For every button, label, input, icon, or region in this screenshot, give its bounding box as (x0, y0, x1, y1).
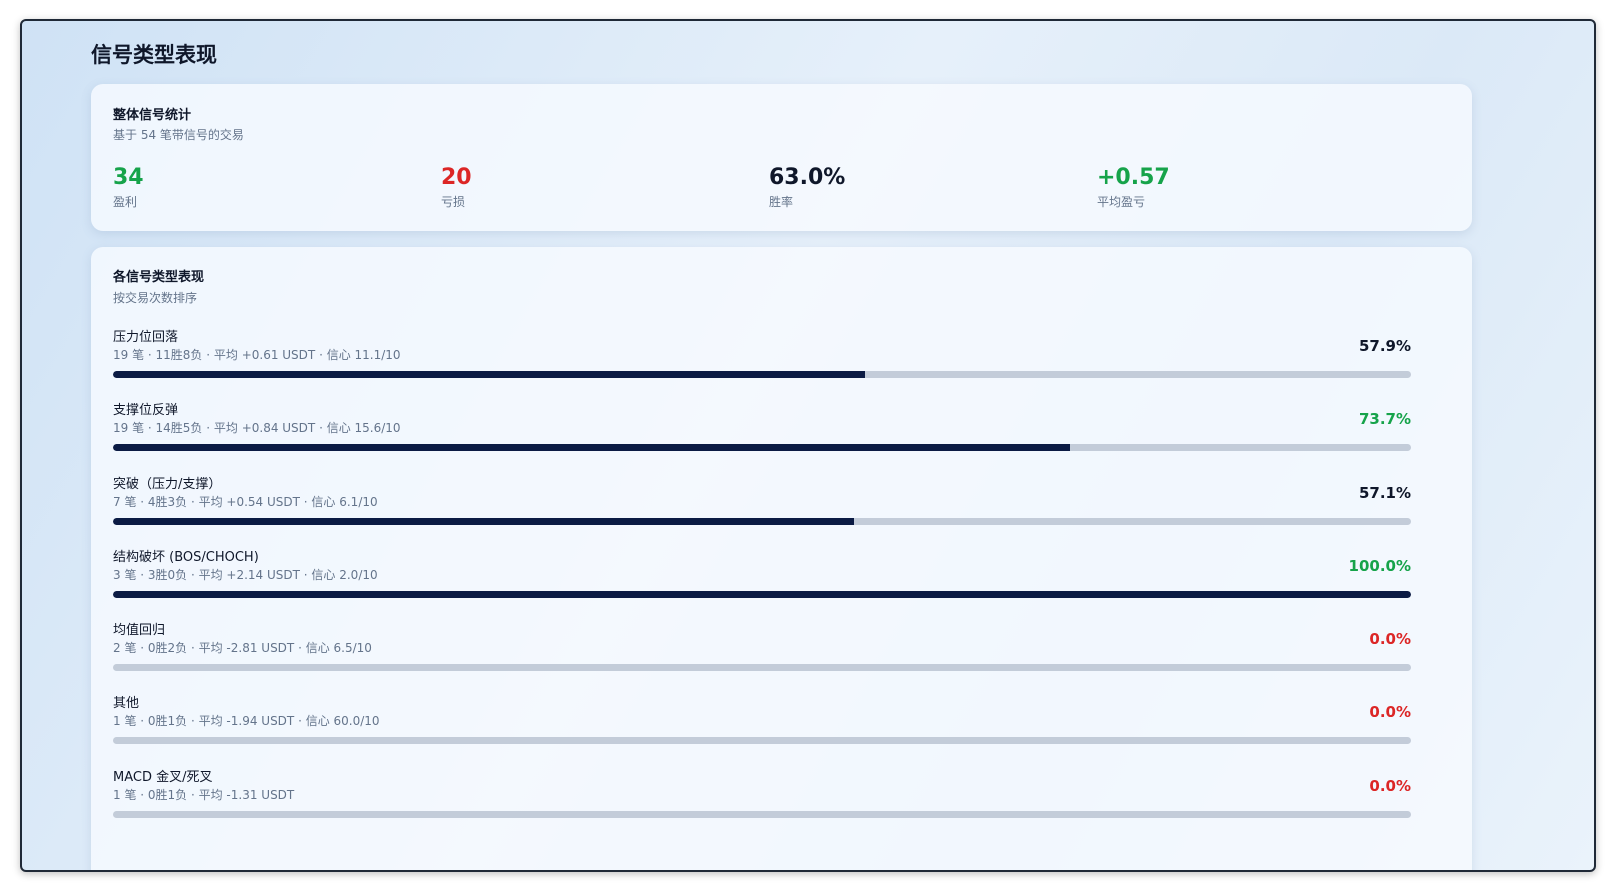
signal-type-row: 压力位回落 19 笔 · 11胜8负 · 平均 +0.61 USDT · 信心 … (113, 329, 1411, 402)
signal-types-subtitle: 按交易次数排序 (113, 289, 197, 306)
signal-type-row: 均值回归 2 笔 · 0胜2负 · 平均 -2.81 USDT · 信心 6.5… (113, 622, 1411, 695)
win-rate-bar (113, 371, 1411, 378)
signal-type-name: 压力位回落 (113, 329, 178, 347)
signal-type-list: 压力位回落 19 笔 · 11胜8负 · 平均 +0.61 USDT · 信心 … (113, 329, 1411, 842)
signal-type-meta: 19 笔 · 11胜8负 · 平均 +0.61 USDT · 信心 11.1/1… (113, 347, 401, 363)
signal-type-meta: 1 笔 · 0胜1负 · 平均 -1.94 USDT · 信心 60.0/10 (113, 713, 380, 729)
signal-type-row: 突破（压力/支撑） 7 笔 · 4胜3负 · 平均 +0.54 USDT · 信… (113, 476, 1411, 549)
signal-type-win-rate: 0.0% (1369, 703, 1411, 721)
page-title: 信号类型表现 (91, 39, 217, 69)
overall-stats-subtitle: 基于 54 笔带信号的交易 (113, 126, 244, 143)
signal-type-name: 均值回归 (113, 622, 165, 640)
stat-win-rate: 63.0% 胜率 (769, 164, 845, 210)
win-rate-bar (113, 591, 1411, 598)
signal-type-meta: 1 笔 · 0胜1负 · 平均 -1.31 USDT (113, 787, 294, 803)
win-rate-bar (113, 737, 1411, 744)
win-rate-bar-fill (113, 518, 854, 525)
signal-type-win-rate: 57.1% (1359, 484, 1411, 502)
stat-label: 盈利 (113, 193, 144, 210)
stat-losses: 20 亏损 (441, 164, 472, 210)
win-rate-bar (113, 518, 1411, 525)
signal-type-meta: 19 笔 · 14胜5负 · 平均 +0.84 USDT · 信心 15.6/1… (113, 420, 401, 436)
signal-type-name: 其他 (113, 695, 139, 713)
overall-stats-card: 整体信号统计 基于 54 笔带信号的交易 34 盈利 20 亏损 63.0% 胜… (91, 84, 1472, 231)
signal-type-row: 其他 1 笔 · 0胜1负 · 平均 -1.94 USDT · 信心 60.0/… (113, 695, 1411, 768)
signal-type-win-rate: 0.0% (1369, 630, 1411, 648)
signal-type-meta: 3 笔 · 3胜0负 · 平均 +2.14 USDT · 信心 2.0/10 (113, 567, 378, 583)
win-rate-bar (113, 664, 1411, 671)
stat-label: 平均盈亏 (1097, 193, 1170, 210)
signal-type-win-rate: 57.9% (1359, 337, 1411, 355)
stat-value: 34 (113, 164, 144, 192)
stat-label: 亏损 (441, 193, 472, 210)
signal-type-meta: 2 笔 · 0胜2负 · 平均 -2.81 USDT · 信心 6.5/10 (113, 640, 372, 656)
stat-value: +0.57 (1097, 164, 1170, 192)
signal-type-name: 突破（压力/支撑） (113, 476, 221, 494)
win-rate-bar-fill (113, 371, 865, 378)
win-rate-bar (113, 444, 1411, 451)
signal-type-win-rate: 73.7% (1359, 410, 1411, 428)
signal-type-row: MACD 金叉/死叉 1 笔 · 0胜1负 · 平均 -1.31 USDT 0.… (113, 769, 1411, 842)
win-rate-bar-fill (113, 591, 1411, 598)
signal-type-row: 支撑位反弹 19 笔 · 14胜5负 · 平均 +0.84 USDT · 信心 … (113, 402, 1411, 475)
signal-type-win-rate: 100.0% (1349, 557, 1411, 575)
stat-label: 胜率 (769, 193, 845, 210)
overall-stats-title: 整体信号统计 (113, 104, 191, 123)
signal-type-name: 支撑位反弹 (113, 402, 178, 420)
signal-type-name: 结构破坏 (BOS/CHOCH) (113, 549, 259, 567)
signal-type-meta: 7 笔 · 4胜3负 · 平均 +0.54 USDT · 信心 6.1/10 (113, 494, 378, 510)
win-rate-bar-fill (113, 444, 1070, 451)
signal-type-row: 结构破坏 (BOS/CHOCH) 3 笔 · 3胜0负 · 平均 +2.14 U… (113, 549, 1411, 622)
stat-value: 63.0% (769, 164, 845, 192)
app-window: 信号类型表现 整体信号统计 基于 54 笔带信号的交易 34 盈利 20 亏损 … (20, 19, 1596, 872)
stat-avg-pnl: +0.57 平均盈亏 (1097, 164, 1170, 210)
signal-type-win-rate: 0.0% (1369, 777, 1411, 795)
signal-types-card: 各信号类型表现 按交易次数排序 压力位回落 19 笔 · 11胜8负 · 平均 … (91, 247, 1472, 872)
signal-type-name: MACD 金叉/死叉 (113, 769, 212, 787)
win-rate-bar (113, 811, 1411, 818)
stat-wins: 34 盈利 (113, 164, 144, 210)
signal-types-title: 各信号类型表现 (113, 266, 204, 285)
stat-value: 20 (441, 164, 472, 192)
